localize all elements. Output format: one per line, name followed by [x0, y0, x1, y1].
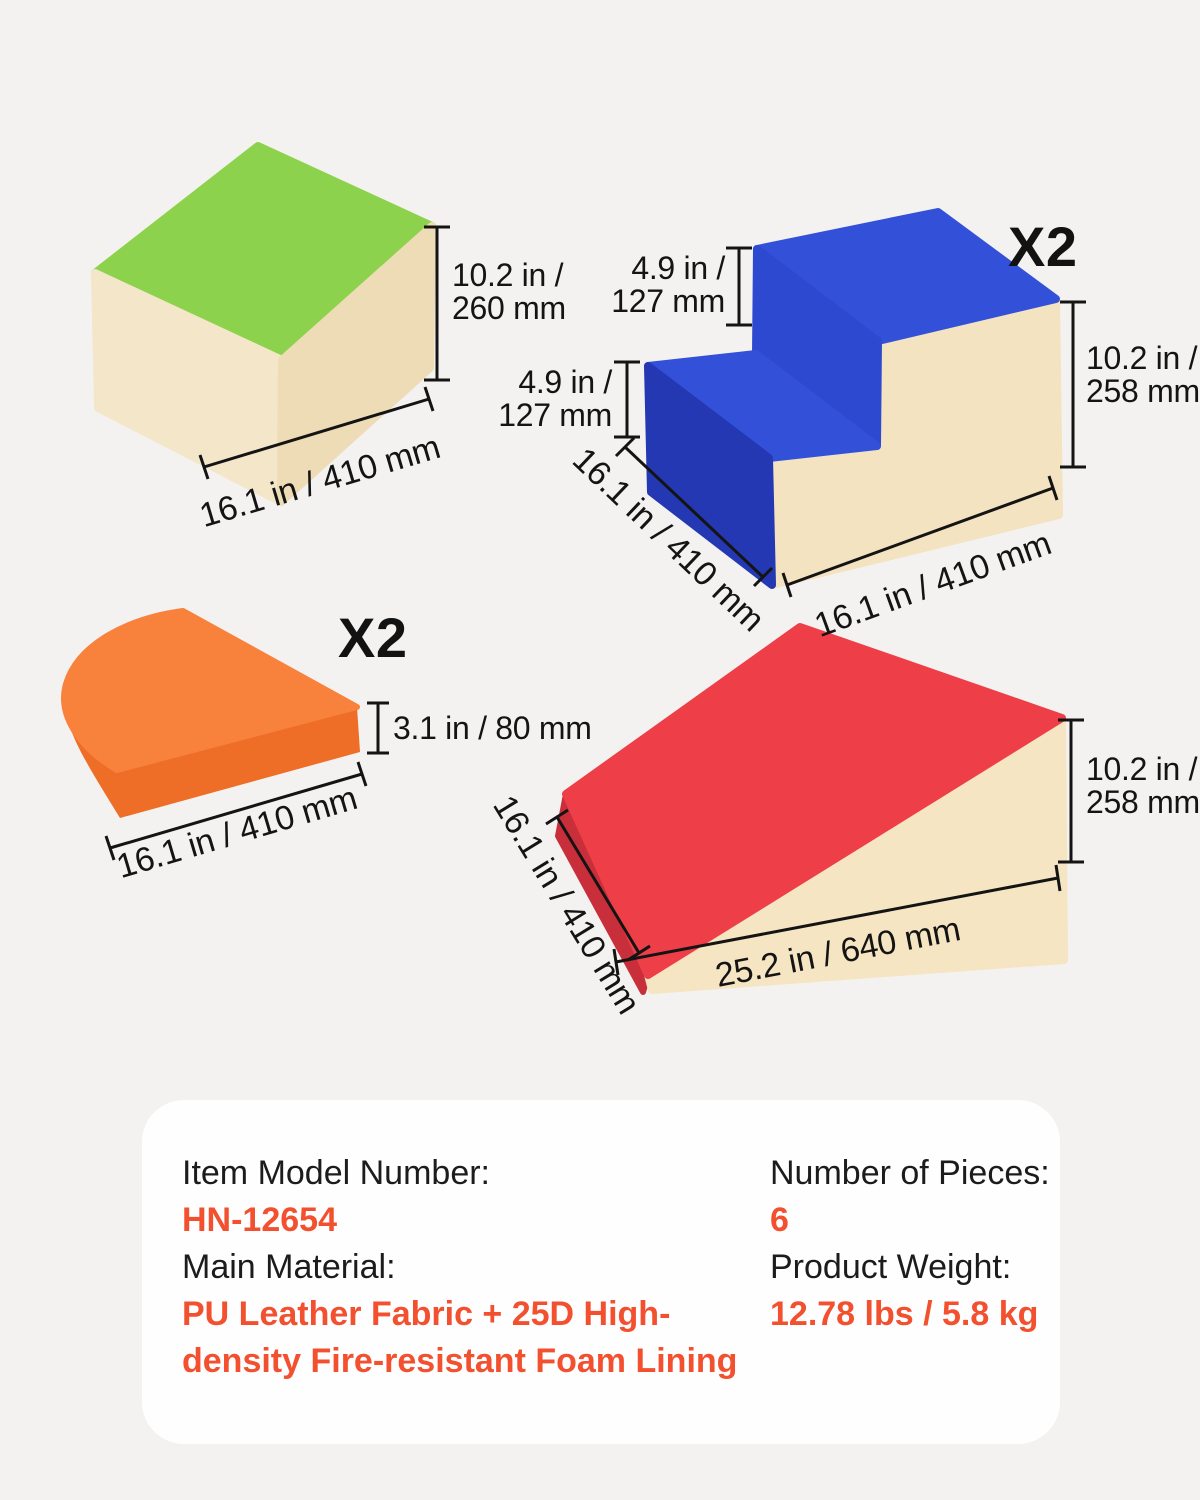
- wedge-illustration: [61, 608, 361, 818]
- steps-height-label: 10.2 in / 258 mm: [1086, 340, 1200, 409]
- wedge-height-label: 3.1 in / 80 mm: [393, 710, 592, 746]
- steps-width-dimension-line: [781, 475, 1059, 598]
- spec-label: Main Material:: [182, 1248, 396, 1286]
- wedge-quantity-label: X2: [338, 606, 408, 669]
- wedge-width-dimension-line: [104, 761, 368, 861]
- cube-height-dimension-line: [424, 225, 450, 382]
- spec-value: 6: [770, 1201, 789, 1239]
- steps-depth-dimension-line: [614, 436, 774, 588]
- steps-step-depth-dimension-line: [614, 360, 640, 439]
- steps-illustration: [644, 208, 1063, 589]
- cube-width-dimension-line: [198, 386, 435, 480]
- steps-quantity-label: X2: [1008, 215, 1078, 278]
- steps-step-height-label: 4.9 in / 127 mm: [611, 250, 725, 319]
- spec-label: Number of Pieces:: [770, 1154, 1050, 1192]
- spec-value: 12.78 lbs / 5.8 kg: [770, 1295, 1039, 1333]
- cube-illustration: [91, 142, 436, 506]
- cube-height-label: 10.2 in / 260 mm: [452, 257, 566, 326]
- spec-value: PU Leather Fabric + 25D High-density Fir…: [182, 1295, 738, 1380]
- spec-label: Product Weight:: [770, 1248, 1012, 1286]
- ramp-length-dimension-line: [612, 864, 1062, 976]
- wedge-height-dimension-line: [367, 701, 389, 755]
- spec-label: Item Model Number:: [182, 1154, 490, 1192]
- steps-step-height-dimension-line: [726, 246, 752, 327]
- ramp-height-dimension-line: [1058, 718, 1084, 864]
- spec-card-right-column: Number of Pieces: 6 Product Weight: 12.7…: [770, 1150, 1050, 1338]
- steps-step-depth-label: 4.9 in / 127 mm: [498, 364, 612, 433]
- ramp-height-label: 10.2 in / 258 mm: [1086, 751, 1200, 820]
- steps-height-dimension-line: [1060, 300, 1086, 469]
- spec-value: HN-12654: [182, 1201, 337, 1239]
- spec-card-left-column: Item Model Number: HN-12654 Main Materia…: [182, 1150, 738, 1385]
- spec-card: Item Model Number: HN-12654 Main Materia…: [142, 1100, 1060, 1444]
